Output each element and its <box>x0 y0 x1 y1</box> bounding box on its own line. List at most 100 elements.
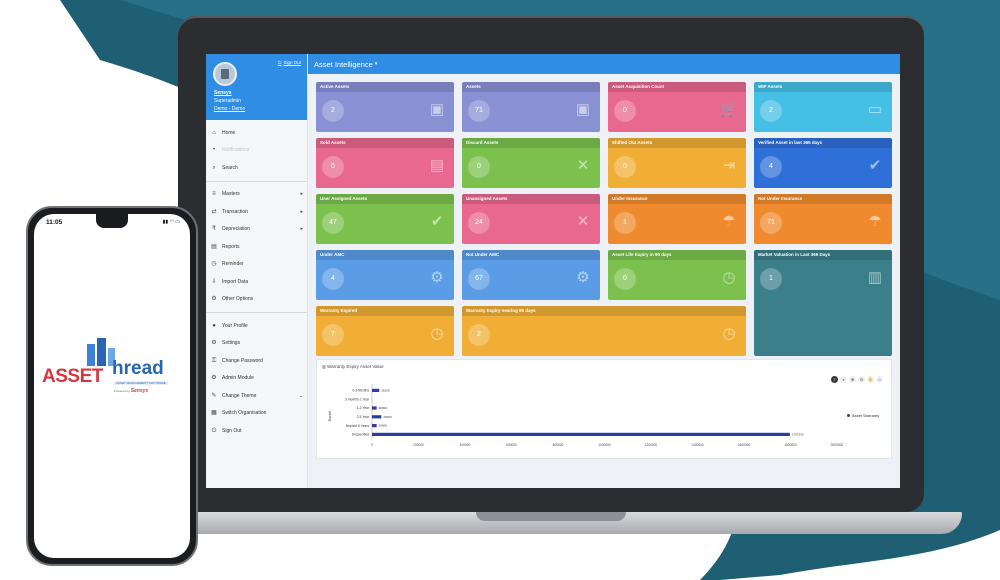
kpi-card-warranty-expired[interactable]: Warranty Expired 7 ◷ <box>316 306 454 356</box>
cart-icon: 🛒 <box>719 101 739 118</box>
sidebar-item-reminder[interactable]: ◷ Reminder <box>206 256 307 274</box>
user-x-icon: ✕ <box>576 213 590 230</box>
sidebar-item-label: Transaction <box>222 208 248 215</box>
kpi-card-asset-life-expiry-in-90-days[interactable]: Asset Life Expiry in 90 days 0 ◷ <box>608 250 746 300</box>
sidebar-item-label: Switch Organisation <box>222 410 267 417</box>
kpi-card-under-amc[interactable]: Under AMC 4 ⚙ <box>316 250 454 300</box>
laptop-notch <box>476 512 626 521</box>
kpi-card-sold-assets[interactable]: Sold Assets 0 ▤ <box>316 138 454 188</box>
sidebar-item-change-theme[interactable]: ✎ Change Theme ⌄ <box>206 387 307 405</box>
kpi-card-warranty-expiry-nearing-90-days[interactable]: Warranty Expiry nearing 90 days 2 ◷ <box>462 306 746 356</box>
sidebar-item-change-password[interactable]: ⚿ Change Password <box>206 352 307 370</box>
kpi-card-market-valuation-in-last-365-days[interactable]: Market Valuation in Last 365 Days 1 ▥ <box>754 250 892 356</box>
sidebar-item-home[interactable]: ⌂ Home <box>206 124 307 142</box>
sidebar-item-switch-organisation[interactable]: ▦ Switch Organisation <box>206 405 307 423</box>
card-title: Warranty Expiry nearing 90 days <box>462 306 746 316</box>
kpi-card-asset-acquisition-count[interactable]: Asset Acquisition Count 0 🛒 <box>608 82 746 132</box>
sidebar-item-label: Home <box>222 129 236 136</box>
assetthread-logo: ASSET hread ASSET MANAGEMENT SOFTWARE Po… <box>42 338 186 408</box>
card-value: 7 <box>322 324 344 346</box>
kpi-card-wip-assets[interactable]: WIP Assets 2 ▭ <box>754 82 892 132</box>
sidebar-item-transaction[interactable]: ⇄ Transaction ▸ <box>206 203 307 221</box>
data-label: 20000 <box>379 406 388 410</box>
y-axis-label: Bucket <box>328 411 332 422</box>
kpi-card-not-under-insurance[interactable]: Not Under Insurance 71 ☂ <box>754 194 892 244</box>
page-title[interactable]: Asset Intelligence <box>314 59 373 69</box>
sign-out-label: Sign Out <box>283 60 301 65</box>
card-value: 0 <box>614 156 636 178</box>
sidebar-item-label: Change Theme <box>222 392 257 399</box>
user-name[interactable]: Sensys <box>214 90 232 96</box>
chart-tool-button[interactable]: ⊕ <box>849 376 856 383</box>
legend-swatch <box>847 414 850 417</box>
logo-building <box>97 338 106 366</box>
chart-tool-button[interactable]: ⊖ <box>858 376 865 383</box>
sidebar-item-label: Import Data <box>222 278 249 285</box>
kpi-card-not-under-amc[interactable]: Not Under AMC 67 ⚙ <box>462 250 600 300</box>
sidebar-item-import-data[interactable]: ⇩ Import Data <box>206 273 307 291</box>
sign-out-link[interactable]: ⏻ Sign Out <box>278 60 301 65</box>
kpi-card-active-assets[interactable]: Active Assets 2 ▣ <box>316 82 454 132</box>
sidebar-item-admin-module[interactable]: ⚙ Admin Module <box>206 370 307 388</box>
card-title: WIP Assets <box>754 82 892 92</box>
chart-legend[interactable]: Asset Warranty <box>847 413 879 418</box>
kpi-card-under-insurance[interactable]: Under Insurance 1 ☂ <box>608 194 746 244</box>
chart-toolbar: ≡ ⌕ ⊕ ⊖ ✋ ⌂ <box>831 376 883 383</box>
chevron-right-icon: ▸ <box>300 226 303 233</box>
card-title: Not Under Insurance <box>754 194 892 204</box>
chart-title: ▥ Warranty Expiry Asset Value <box>322 364 384 369</box>
menu-separator <box>206 180 307 182</box>
chart-tool-button[interactable]: ≡ <box>831 376 838 383</box>
transaction-icon: ⇄ <box>211 208 217 215</box>
bar <box>372 424 377 428</box>
phone-time: 11:05 <box>46 219 63 226</box>
kpi-card-assets[interactable]: Assets 71 ▣ <box>462 82 600 132</box>
chart-tool-button[interactable]: ⌕ <box>840 376 847 383</box>
umbrella-icon: ☂ <box>722 213 736 230</box>
chevron-right-icon: ▸ <box>300 191 303 198</box>
chart-tool-button[interactable]: ✋ <box>867 376 874 383</box>
logo-powered-by: Powered by Sensys <box>114 388 148 394</box>
card-title: Verified Asset in last 365 days <box>754 138 892 148</box>
sidebar-item-label: Reminder <box>222 261 244 268</box>
card-title: User Assigned Assets <box>316 194 454 204</box>
card-title: Sold Assets <box>316 138 454 148</box>
kpi-card-user-assigned-assets[interactable]: User Assigned Assets 47 ✔ <box>316 194 454 244</box>
bar <box>372 432 790 436</box>
bar <box>372 415 382 419</box>
search-icon: ⌕ <box>212 164 216 171</box>
laptop-base <box>140 512 962 534</box>
organisation-link[interactable]: Demo - Demo <box>214 106 246 112</box>
kpi-card-unassigned-assets[interactable]: Unassigned Assets 24 ✕ <box>462 194 600 244</box>
x-tick-label: 400000 <box>460 443 471 447</box>
chevron-down-icon[interactable]: ▾ <box>374 61 378 67</box>
sidebar-item-your-profile[interactable]: ● Your Profile <box>206 317 307 335</box>
sidebar-item-label: Your Profile <box>222 322 248 329</box>
x-tick-label: 1200000 <box>645 443 658 447</box>
profile-panel: ⏻ Sign Out Sensys Superadmin Demo - Demo <box>206 54 307 120</box>
card-value: 67 <box>468 268 490 290</box>
invoice-icon: ▤ <box>429 157 445 174</box>
sidebar-item-notifications[interactable]: • Notifications <box>206 142 307 160</box>
sidebar-item-reports[interactable]: ▤ Reports <box>206 238 307 256</box>
kpi-card-verified-asset-in-last-365-days[interactable]: Verified Asset in last 365 days 4 ✔ <box>754 138 892 188</box>
sidebar-item-label: Admin Module <box>222 375 254 382</box>
shift-icon: ⇥ <box>722 157 736 174</box>
sidebar-item-search[interactable]: ⌕ Search <box>206 159 307 177</box>
brush-icon: ✎ <box>211 392 217 399</box>
kpi-card-shifted-out-assets[interactable]: Shifted Out Assets 0 ⇥ <box>608 138 746 188</box>
chart-tool-button[interactable]: ⌂ <box>876 376 883 383</box>
amc-icon: ⚙ <box>576 269 590 286</box>
kpi-card-discard-assets[interactable]: Discard Assets 0 ✕ <box>462 138 600 188</box>
avatar[interactable] <box>213 62 237 86</box>
sidebar-item-masters[interactable]: ≡ Masters ▸ <box>206 186 307 204</box>
power-icon: ⏻ <box>277 60 282 65</box>
card-value: 1 <box>760 268 782 290</box>
sidebar-item-other-options[interactable]: ⚙ Other Options <box>206 291 307 309</box>
building-icon: ▥ <box>867 269 883 286</box>
sidebar-item-depreciation[interactable]: ₹ Depreciation ▸ <box>206 221 307 239</box>
sidebar-item-settings[interactable]: ⚙ Settings <box>206 335 307 353</box>
card-value: 71 <box>760 212 782 234</box>
sidebar: ⏻ Sign Out Sensys Superadmin Demo - Demo… <box>206 54 308 488</box>
sidebar-item-sign-out[interactable]: ⏻ Sign Out <box>206 422 307 440</box>
